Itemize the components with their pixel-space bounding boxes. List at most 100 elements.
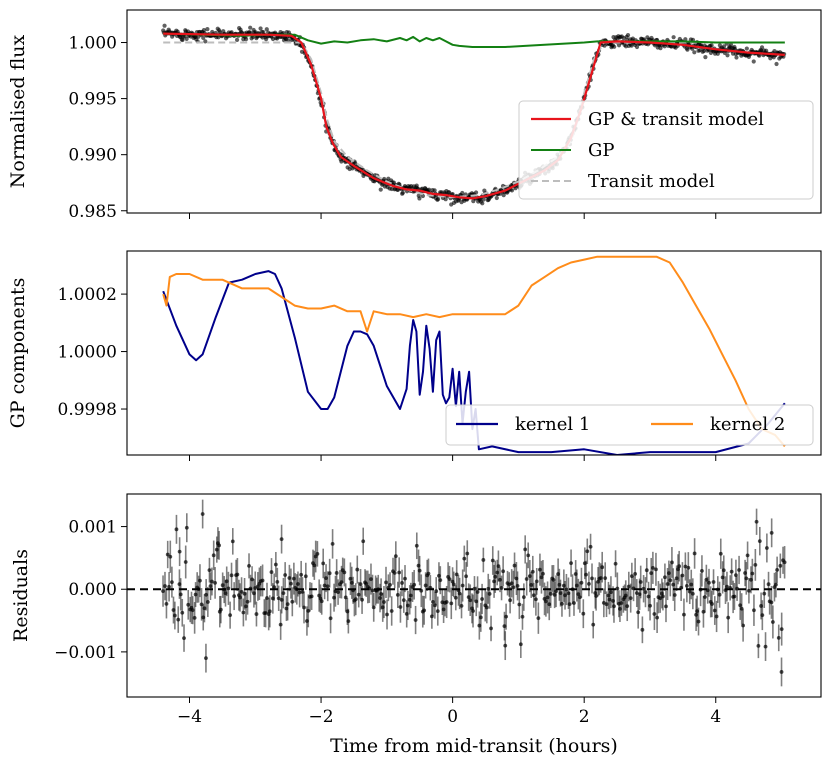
- legend-entry-label: GP & transit model: [588, 109, 764, 130]
- y-axis-label-residuals: Residuals: [10, 549, 32, 642]
- residual-point: [334, 571, 339, 575]
- residual-point: [342, 570, 347, 575]
- residual-point: [460, 583, 465, 588]
- data-point: [774, 61, 779, 67]
- data-point: [721, 44, 727, 49]
- y-tick-label: 0.9998: [58, 400, 117, 420]
- legend-gp: kernel 1 kernel 2: [445, 404, 814, 446]
- residual-point: [478, 615, 483, 620]
- residual-point: [609, 590, 613, 595]
- residual-point: [754, 519, 759, 524]
- residual-point: [603, 576, 608, 581]
- residual-point: [567, 602, 572, 607]
- residual-point: [569, 561, 573, 566]
- residual-point: [692, 551, 697, 556]
- residual-point: [737, 568, 741, 572]
- residual-point: [392, 571, 397, 575]
- residual-point: [613, 561, 618, 566]
- residual-point: [683, 564, 688, 569]
- residual-point: [360, 597, 364, 602]
- panel-residuals: −4 −2 0 2 4 −0.001 0.000 0.001 Residuals: [10, 493, 822, 727]
- residual-point: [604, 602, 609, 607]
- residual-point: [475, 590, 480, 594]
- data-point: [460, 190, 465, 196]
- residual-point: [714, 614, 719, 619]
- residual-point: [176, 617, 181, 622]
- residual-point: [707, 580, 711, 585]
- residual-point: [276, 596, 281, 601]
- residual-point: [481, 558, 486, 562]
- residual-point: [328, 616, 333, 621]
- residual-point: [385, 612, 389, 617]
- residual-point: [321, 561, 326, 566]
- residual-point: [764, 546, 769, 550]
- residual-point: [661, 594, 665, 599]
- residual-point: [426, 571, 431, 576]
- data-point: [494, 195, 499, 201]
- residual-point: [625, 604, 630, 609]
- residual-point: [634, 591, 639, 595]
- residual-point: [319, 599, 324, 604]
- data-point: [685, 47, 690, 52]
- residual-point: [417, 568, 422, 573]
- residual-point: [464, 574, 469, 579]
- data-point: [234, 37, 240, 42]
- residual-point: [211, 553, 216, 558]
- residual-point: [165, 552, 170, 557]
- residual-point: [652, 612, 657, 616]
- residual-point: [239, 589, 244, 594]
- residual-point: [640, 627, 645, 632]
- series-line-kernel-1: [162, 270, 786, 455]
- residual-point: [200, 512, 205, 516]
- residual-point: [172, 613, 177, 618]
- residual-point: [700, 568, 704, 573]
- residual-point: [414, 543, 419, 548]
- residual-point: [230, 539, 235, 544]
- axes-frame: [126, 250, 822, 456]
- residual-point: [750, 571, 755, 576]
- residual-point: [471, 609, 475, 613]
- residual-point: [444, 600, 449, 604]
- data-point: [243, 37, 249, 42]
- residual-point: [472, 586, 477, 591]
- residual-point: [384, 580, 388, 585]
- residual-point: [438, 578, 443, 583]
- residual-point: [389, 609, 394, 613]
- residual-point: [531, 593, 536, 598]
- residual-point: [235, 572, 240, 577]
- residual-point: [554, 589, 558, 594]
- residual-point: [161, 589, 165, 593]
- residual-point: [260, 578, 265, 583]
- residual-point: [526, 553, 531, 558]
- residual-point: [454, 572, 459, 577]
- data-point: [427, 187, 432, 192]
- residual-point: [752, 608, 756, 613]
- residual-point: [726, 615, 731, 620]
- residual-point: [315, 551, 320, 556]
- residual-point: [273, 562, 278, 567]
- residual-point: [241, 610, 246, 615]
- residual-point: [741, 623, 745, 628]
- data-point: [692, 50, 697, 55]
- plot-area-gp: [162, 255, 786, 455]
- data-point: [480, 201, 485, 206]
- residual-point: [397, 570, 402, 575]
- residual-point: [164, 601, 169, 606]
- residual-point: [269, 570, 274, 574]
- residual-point: [732, 594, 737, 599]
- residual-point: [336, 590, 340, 595]
- residual-point: [449, 601, 454, 606]
- residual-point: [309, 594, 314, 599]
- residual-point: [431, 599, 435, 604]
- residual-point: [644, 568, 649, 573]
- y-tick-label: 1.0000: [58, 343, 117, 363]
- data-point: [203, 39, 208, 44]
- residual-point: [403, 576, 407, 581]
- y-tick-label: 1.0002: [58, 285, 117, 305]
- residual-point: [283, 573, 288, 577]
- data-point: [258, 26, 263, 31]
- residual-point: [729, 569, 734, 574]
- residual-point: [664, 604, 668, 609]
- residual-point: [711, 580, 716, 584]
- residual-point: [591, 622, 596, 627]
